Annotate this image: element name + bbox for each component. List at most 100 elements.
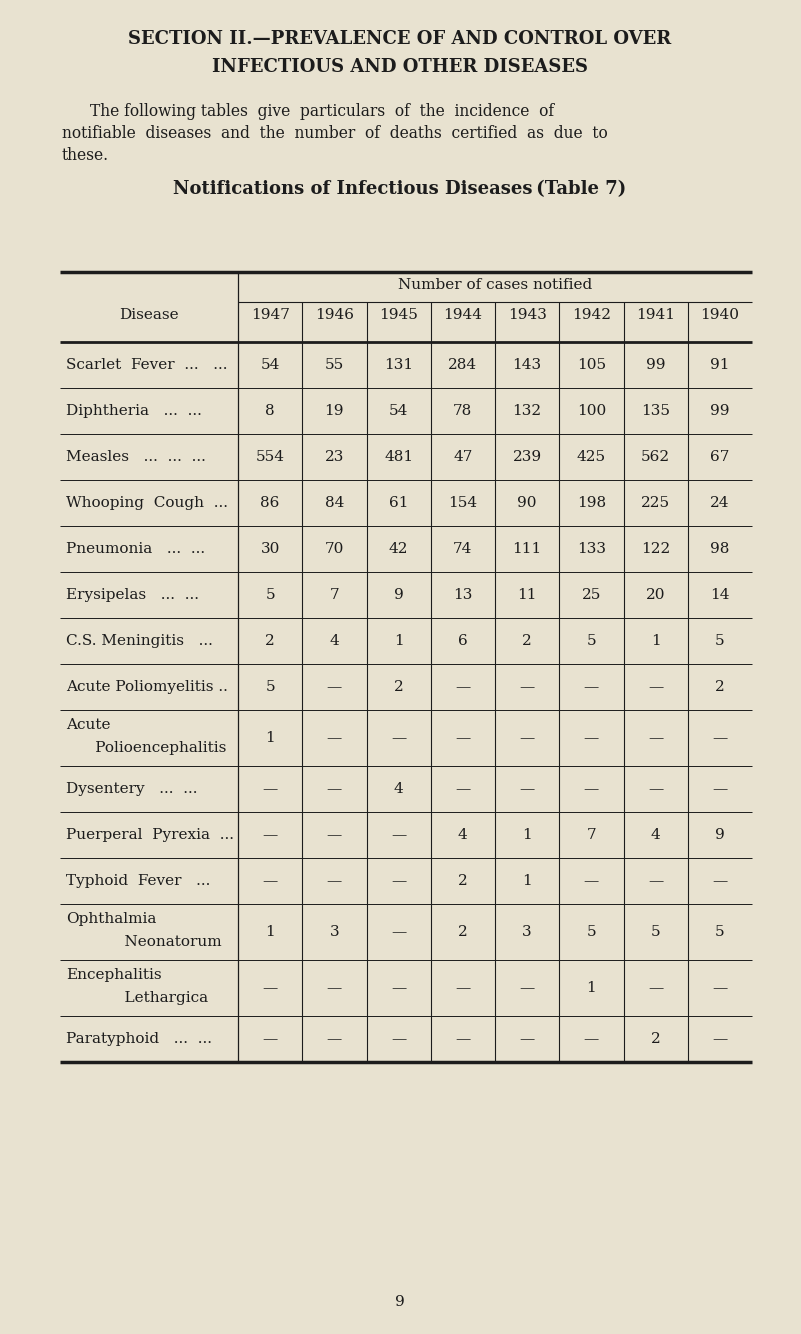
Text: 1940: 1940: [700, 308, 739, 321]
Text: —: —: [712, 1033, 727, 1046]
Text: —: —: [263, 1033, 278, 1046]
Text: SECTION II.—PREVALENCE OF AND CONTROL OVER: SECTION II.—PREVALENCE OF AND CONTROL OV…: [128, 29, 671, 48]
Text: —: —: [455, 731, 470, 744]
Text: 5: 5: [650, 924, 661, 939]
Text: 74: 74: [453, 542, 473, 556]
Text: —: —: [584, 1033, 599, 1046]
Text: 24: 24: [710, 496, 730, 510]
Text: INFECTIOUS AND OTHER DISEASES: INFECTIOUS AND OTHER DISEASES: [212, 57, 588, 76]
Text: Ophthalmia: Ophthalmia: [66, 912, 156, 926]
Text: —: —: [455, 1033, 470, 1046]
Text: —: —: [327, 1033, 342, 1046]
Text: 143: 143: [513, 358, 541, 372]
Text: 198: 198: [577, 496, 606, 510]
Text: 54: 54: [260, 358, 280, 372]
Text: —: —: [263, 874, 278, 888]
Text: 47: 47: [453, 450, 473, 464]
Text: 1: 1: [522, 874, 532, 888]
Text: 154: 154: [449, 496, 477, 510]
Text: —: —: [712, 731, 727, 744]
Text: —: —: [327, 782, 342, 796]
Text: 78: 78: [453, 404, 473, 418]
Text: 19: 19: [324, 404, 344, 418]
Text: these.: these.: [62, 147, 109, 164]
Text: Paratyphoid   ...  ...: Paratyphoid ... ...: [66, 1033, 212, 1046]
Text: 481: 481: [384, 450, 413, 464]
Text: —: —: [648, 680, 663, 694]
Text: Neonatorum: Neonatorum: [66, 935, 222, 948]
Text: Disease: Disease: [119, 308, 179, 321]
Text: 1946: 1946: [315, 308, 354, 321]
Text: 90: 90: [517, 496, 537, 510]
Text: Dysentery   ...  ...: Dysentery ... ...: [66, 782, 198, 796]
Text: 1942: 1942: [572, 308, 611, 321]
Text: 3: 3: [329, 924, 339, 939]
Text: —: —: [520, 680, 535, 694]
Text: Notifications of Infectious Diseases (Table 7): Notifications of Infectious Diseases (Ta…: [173, 180, 626, 197]
Text: 99: 99: [646, 358, 666, 372]
Text: —: —: [520, 980, 535, 995]
Text: —: —: [391, 874, 406, 888]
Text: 425: 425: [577, 450, 606, 464]
Text: —: —: [263, 782, 278, 796]
Text: 5: 5: [586, 924, 596, 939]
Text: 554: 554: [256, 450, 284, 464]
Text: 111: 111: [513, 542, 541, 556]
Text: Number of cases notified: Number of cases notified: [398, 277, 592, 292]
Text: 122: 122: [641, 542, 670, 556]
Text: Acute Poliomyelitis ..: Acute Poliomyelitis ..: [66, 680, 227, 694]
Text: 6: 6: [458, 634, 468, 648]
Text: Measles   ...  ...  ...: Measles ... ... ...: [66, 450, 206, 464]
Text: 8: 8: [265, 404, 275, 418]
Text: 99: 99: [710, 404, 730, 418]
Text: 5: 5: [265, 588, 275, 602]
Text: —: —: [584, 874, 599, 888]
Text: 84: 84: [324, 496, 344, 510]
Text: 132: 132: [513, 404, 541, 418]
Text: 70: 70: [324, 542, 344, 556]
Text: 91: 91: [710, 358, 730, 372]
Text: —: —: [455, 680, 470, 694]
Text: 2: 2: [715, 680, 725, 694]
Text: 1944: 1944: [444, 308, 482, 321]
Text: —: —: [391, 1033, 406, 1046]
Text: 284: 284: [449, 358, 477, 372]
Text: —: —: [327, 980, 342, 995]
Text: Scarlet  Fever  ...   ...: Scarlet Fever ... ...: [66, 358, 227, 372]
Text: The following tables  give  particulars  of  the  incidence  of: The following tables give particulars of…: [90, 103, 554, 120]
Text: —: —: [520, 782, 535, 796]
Text: Erysipelas   ...  ...: Erysipelas ... ...: [66, 588, 199, 602]
Text: 1: 1: [650, 634, 661, 648]
Text: —: —: [648, 874, 663, 888]
Text: 2: 2: [650, 1033, 661, 1046]
Text: 7: 7: [329, 588, 339, 602]
Text: Acute: Acute: [66, 718, 111, 732]
Text: 7: 7: [586, 828, 596, 842]
Text: C.S. Meningitis   ...: C.S. Meningitis ...: [66, 634, 213, 648]
Text: —: —: [712, 782, 727, 796]
Text: —: —: [327, 828, 342, 842]
Text: —: —: [584, 680, 599, 694]
Text: —: —: [648, 731, 663, 744]
Text: notifiable  diseases  and  the  number  of  deaths  certified  as  due  to: notifiable diseases and the number of de…: [62, 125, 608, 141]
Text: —: —: [391, 980, 406, 995]
Text: 239: 239: [513, 450, 541, 464]
Text: 1947: 1947: [251, 308, 290, 321]
Text: —: —: [327, 731, 342, 744]
Text: —: —: [455, 782, 470, 796]
Text: —: —: [455, 980, 470, 995]
Text: —: —: [584, 731, 599, 744]
Text: 2: 2: [394, 680, 404, 694]
Text: 5: 5: [715, 634, 725, 648]
Text: 3: 3: [522, 924, 532, 939]
Text: 5: 5: [586, 634, 596, 648]
Text: 13: 13: [453, 588, 473, 602]
Text: —: —: [327, 874, 342, 888]
Text: 55: 55: [324, 358, 344, 372]
Text: 4: 4: [650, 828, 661, 842]
Text: 5: 5: [265, 680, 275, 694]
Text: 9: 9: [715, 828, 725, 842]
Text: —: —: [648, 980, 663, 995]
Text: Typhoid  Fever   ...: Typhoid Fever ...: [66, 874, 211, 888]
Text: —: —: [648, 782, 663, 796]
